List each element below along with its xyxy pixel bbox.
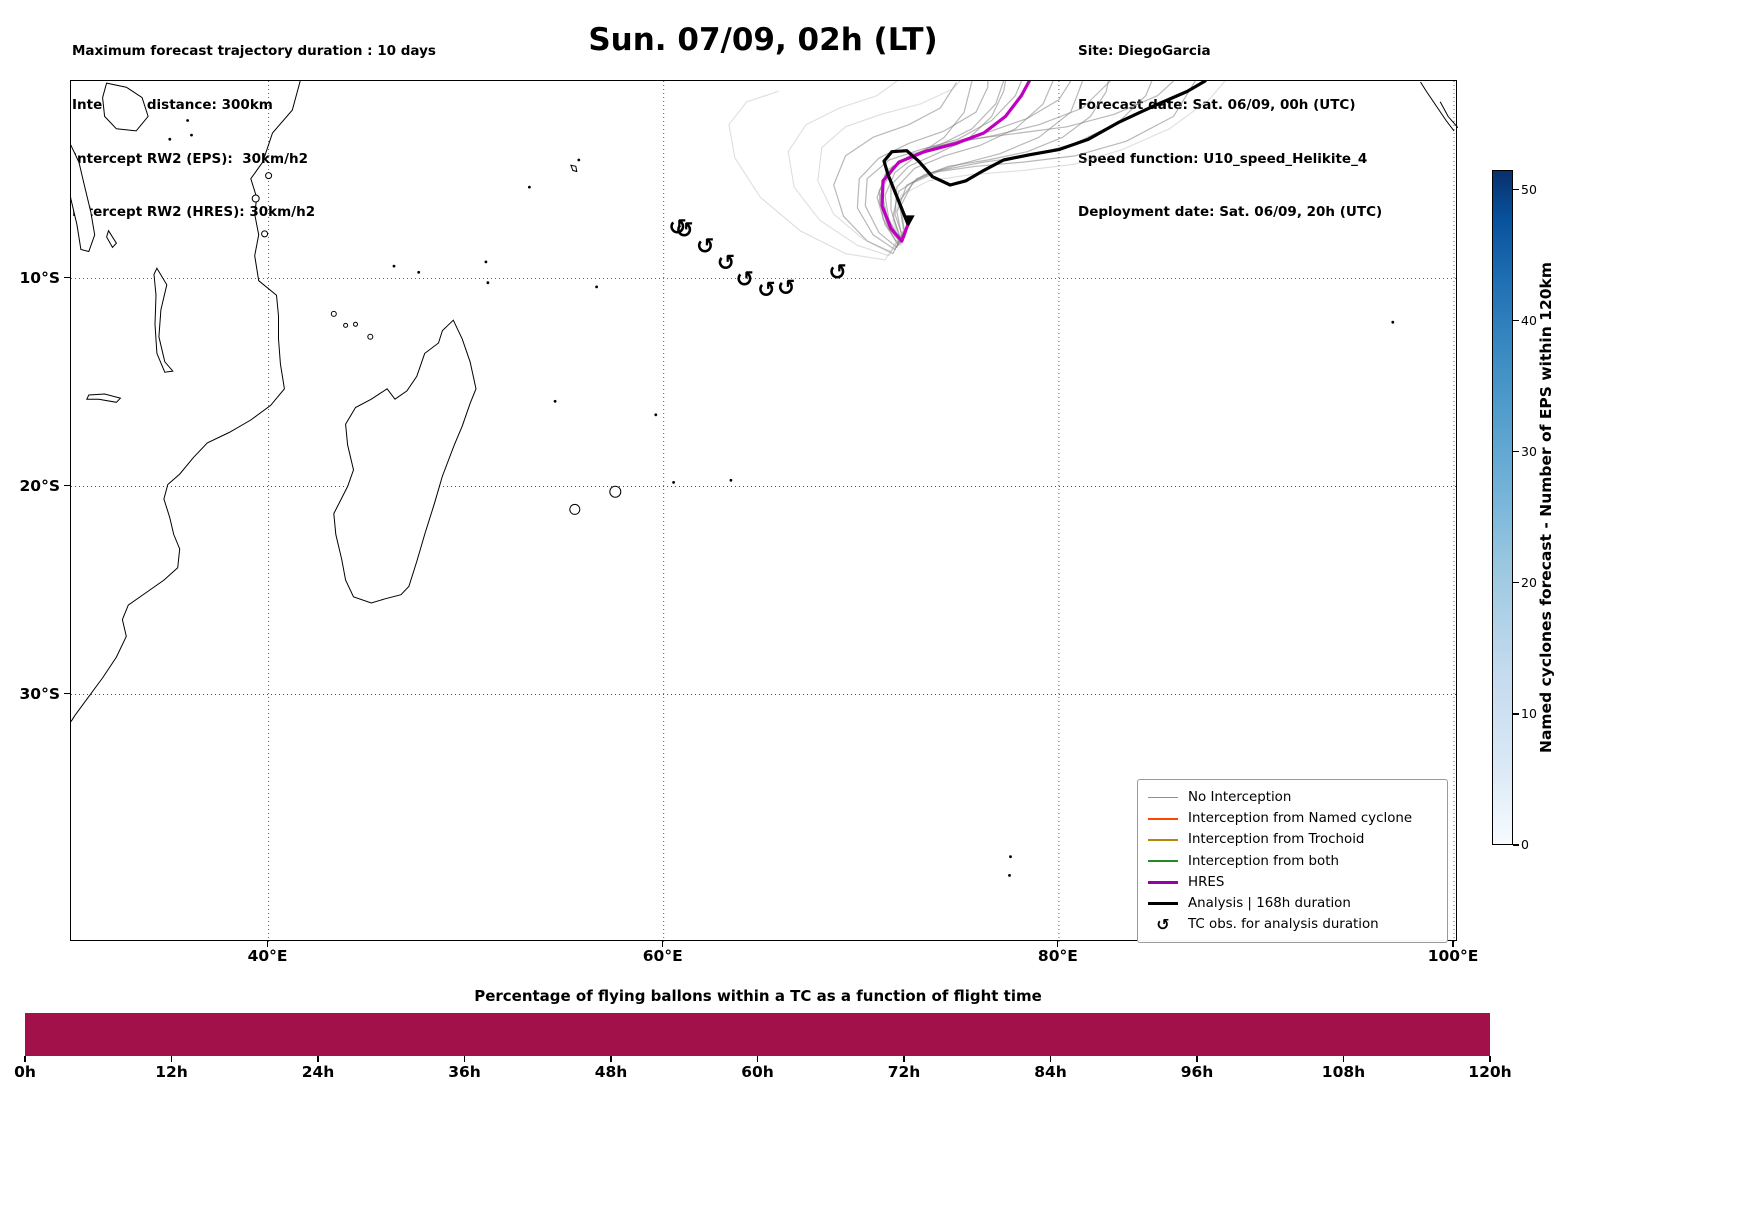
bottom-tick-mark <box>610 1056 612 1062</box>
legend-line-sample <box>1148 901 1178 906</box>
y-tick-label: 30°S <box>19 684 60 703</box>
x-tick-label: 100°E <box>1427 947 1479 965</box>
run-setting-line: Maximum forecast trajectory duration : 1… <box>72 42 436 59</box>
colorbar-tick-mark <box>1513 189 1519 191</box>
map-legend: No Interception Interception from Named c… <box>1137 779 1448 944</box>
legend-line <box>1148 901 1178 906</box>
legend-item: Analysis | 168h duration <box>1148 893 1437 914</box>
map-canvas: ↺↺↺↺↺ ↺ ↺↺ <box>71 81 1458 942</box>
legend-line <box>1148 818 1178 820</box>
svg-text:↺: ↺ <box>828 260 846 285</box>
bottom-tick-label: 48h <box>594 1063 628 1081</box>
y-tick-mark <box>64 276 70 279</box>
legend-label: Interception from Trochoid <box>1188 832 1365 848</box>
bottom-tick-mark <box>756 1056 759 1062</box>
x-tick-mark <box>1452 941 1454 947</box>
colorbar-tick-mark <box>1513 713 1519 715</box>
site-info-line: Deployment date: Sat. 06/09, 20h (UTC) <box>1078 204 1383 221</box>
legend-line <box>1148 839 1178 841</box>
bottom-tick-label: 12h <box>155 1063 188 1081</box>
site-info-line: Site: DiegoGarcia <box>1078 42 1211 59</box>
bottom-tick-mark <box>1049 1056 1052 1062</box>
cyclone-symbol-icon: ↺ <box>1156 914 1170 934</box>
y-tick-label: 20°S <box>19 476 60 495</box>
bottom-chart-title: Percentage of flying ballons within a TC… <box>474 987 1042 1005</box>
site-info-line: Speed function: U10_speed_Helikite_4 <box>1078 150 1368 167</box>
legend-item: ↺ TC obs. for analysis duration <box>1148 914 1437 935</box>
bottom-tick-mark <box>317 1056 319 1062</box>
y-tick-mark <box>64 692 70 695</box>
legend-item: HRES <box>1148 872 1437 893</box>
run-setting-line: Intercept RW2 (EPS): 30km/h2 <box>72 150 308 167</box>
x-tick-mark <box>662 941 664 947</box>
legend-label: Interception from both <box>1188 853 1339 869</box>
legend-item: Interception from Trochoid <box>1148 829 1437 850</box>
colorbar <box>1492 170 1513 845</box>
x-tick-mark <box>1057 941 1059 947</box>
y-tick-mark <box>64 484 70 487</box>
legend-line-sample <box>1148 880 1178 885</box>
site-info-block: Site: DiegoGarcia Forecast date: Sat. 06… <box>1078 7 1382 258</box>
bottom-tick-mark <box>24 1056 26 1062</box>
colorbar-tick-mark <box>1513 844 1519 846</box>
legend-line-sample <box>1148 839 1178 841</box>
bottom-tick-mark <box>1342 1056 1345 1062</box>
bottom-tick-mark <box>1196 1056 1198 1062</box>
legend-line-sample <box>1148 818 1178 820</box>
colorbar-label: Named cyclones forecast - Number of EPS … <box>1537 262 1555 753</box>
bottom-tick-label: 84h <box>1034 1063 1067 1081</box>
svg-text:↺: ↺ <box>757 278 775 303</box>
colorbar-tick-label: 0 <box>1521 837 1529 852</box>
legend-line-sample <box>1148 796 1178 799</box>
bottom-tick-label: 72h <box>887 1063 921 1081</box>
colorbar-tick-mark <box>1513 320 1519 322</box>
legend-label: Analysis | 168h duration <box>1188 896 1351 912</box>
svg-text:↺: ↺ <box>735 268 753 293</box>
legend-label: HRES <box>1188 874 1225 890</box>
svg-text:↺: ↺ <box>777 276 795 301</box>
y-tick-label: 10°S <box>19 268 60 287</box>
legend-line-sample <box>1148 860 1178 862</box>
legend-label: Interception from Named cyclone <box>1188 811 1413 827</box>
legend-line <box>1148 796 1178 799</box>
bottom-tick-mark <box>170 1056 173 1062</box>
bottom-tick-mark <box>1489 1056 1491 1062</box>
svg-text:↺: ↺ <box>696 234 714 259</box>
colorbar-tick-label: 50 <box>1521 181 1537 197</box>
colorbar-tick-label: 40 <box>1521 312 1537 328</box>
bottom-tick-mark <box>903 1056 905 1062</box>
bottom-tick-label: 36h <box>448 1063 481 1081</box>
legend-item: No Interception <box>1148 787 1437 808</box>
bottom-tick-label: 96h <box>1180 1063 1214 1081</box>
colorbar-tick-mark <box>1513 451 1519 453</box>
map-plot: ↺ ↺ ↺ ↺ ↺ ↺ ↺ ↺ No Interception Interception fro… <box>70 80 1458 944</box>
svg-text:↺: ↺ <box>668 216 686 241</box>
x-tick-mark <box>266 941 269 947</box>
bottom-tick-mark <box>463 1056 466 1062</box>
bottom-tick-label: 60h <box>741 1063 774 1081</box>
x-tick-label: 80°E <box>1037 947 1078 965</box>
page-title: Sun. 07/09, 02h (LT) <box>588 22 938 58</box>
colorbar-tick-label: 10 <box>1521 705 1537 721</box>
colorbar-tick-label: 20 <box>1521 574 1537 590</box>
legend-label: No Interception <box>1188 790 1292 806</box>
x-tick-label: 60°E <box>642 947 683 965</box>
legend-line <box>1148 860 1178 862</box>
colorbar-tick-label: 30 <box>1521 443 1537 459</box>
bottom-tick-label: 120h <box>1468 1063 1512 1081</box>
tc-percentage-bar <box>25 1013 1490 1056</box>
svg-text:↺: ↺ <box>675 219 693 244</box>
legend-label: TC obs. for analysis duration <box>1188 917 1379 933</box>
bottom-tick-label: 0h <box>14 1063 36 1081</box>
svg-text:↺: ↺ <box>717 251 735 276</box>
bottom-tick-label: 108h <box>1321 1063 1366 1081</box>
x-tick-label: 40°E <box>247 947 288 965</box>
legend-item: Interception from Named cyclone <box>1148 808 1437 829</box>
legend-item: Interception from both <box>1148 851 1437 872</box>
legend-line <box>1148 880 1178 885</box>
bottom-tick-label: 24h <box>301 1063 335 1081</box>
colorbar-tick-mark <box>1513 582 1519 584</box>
